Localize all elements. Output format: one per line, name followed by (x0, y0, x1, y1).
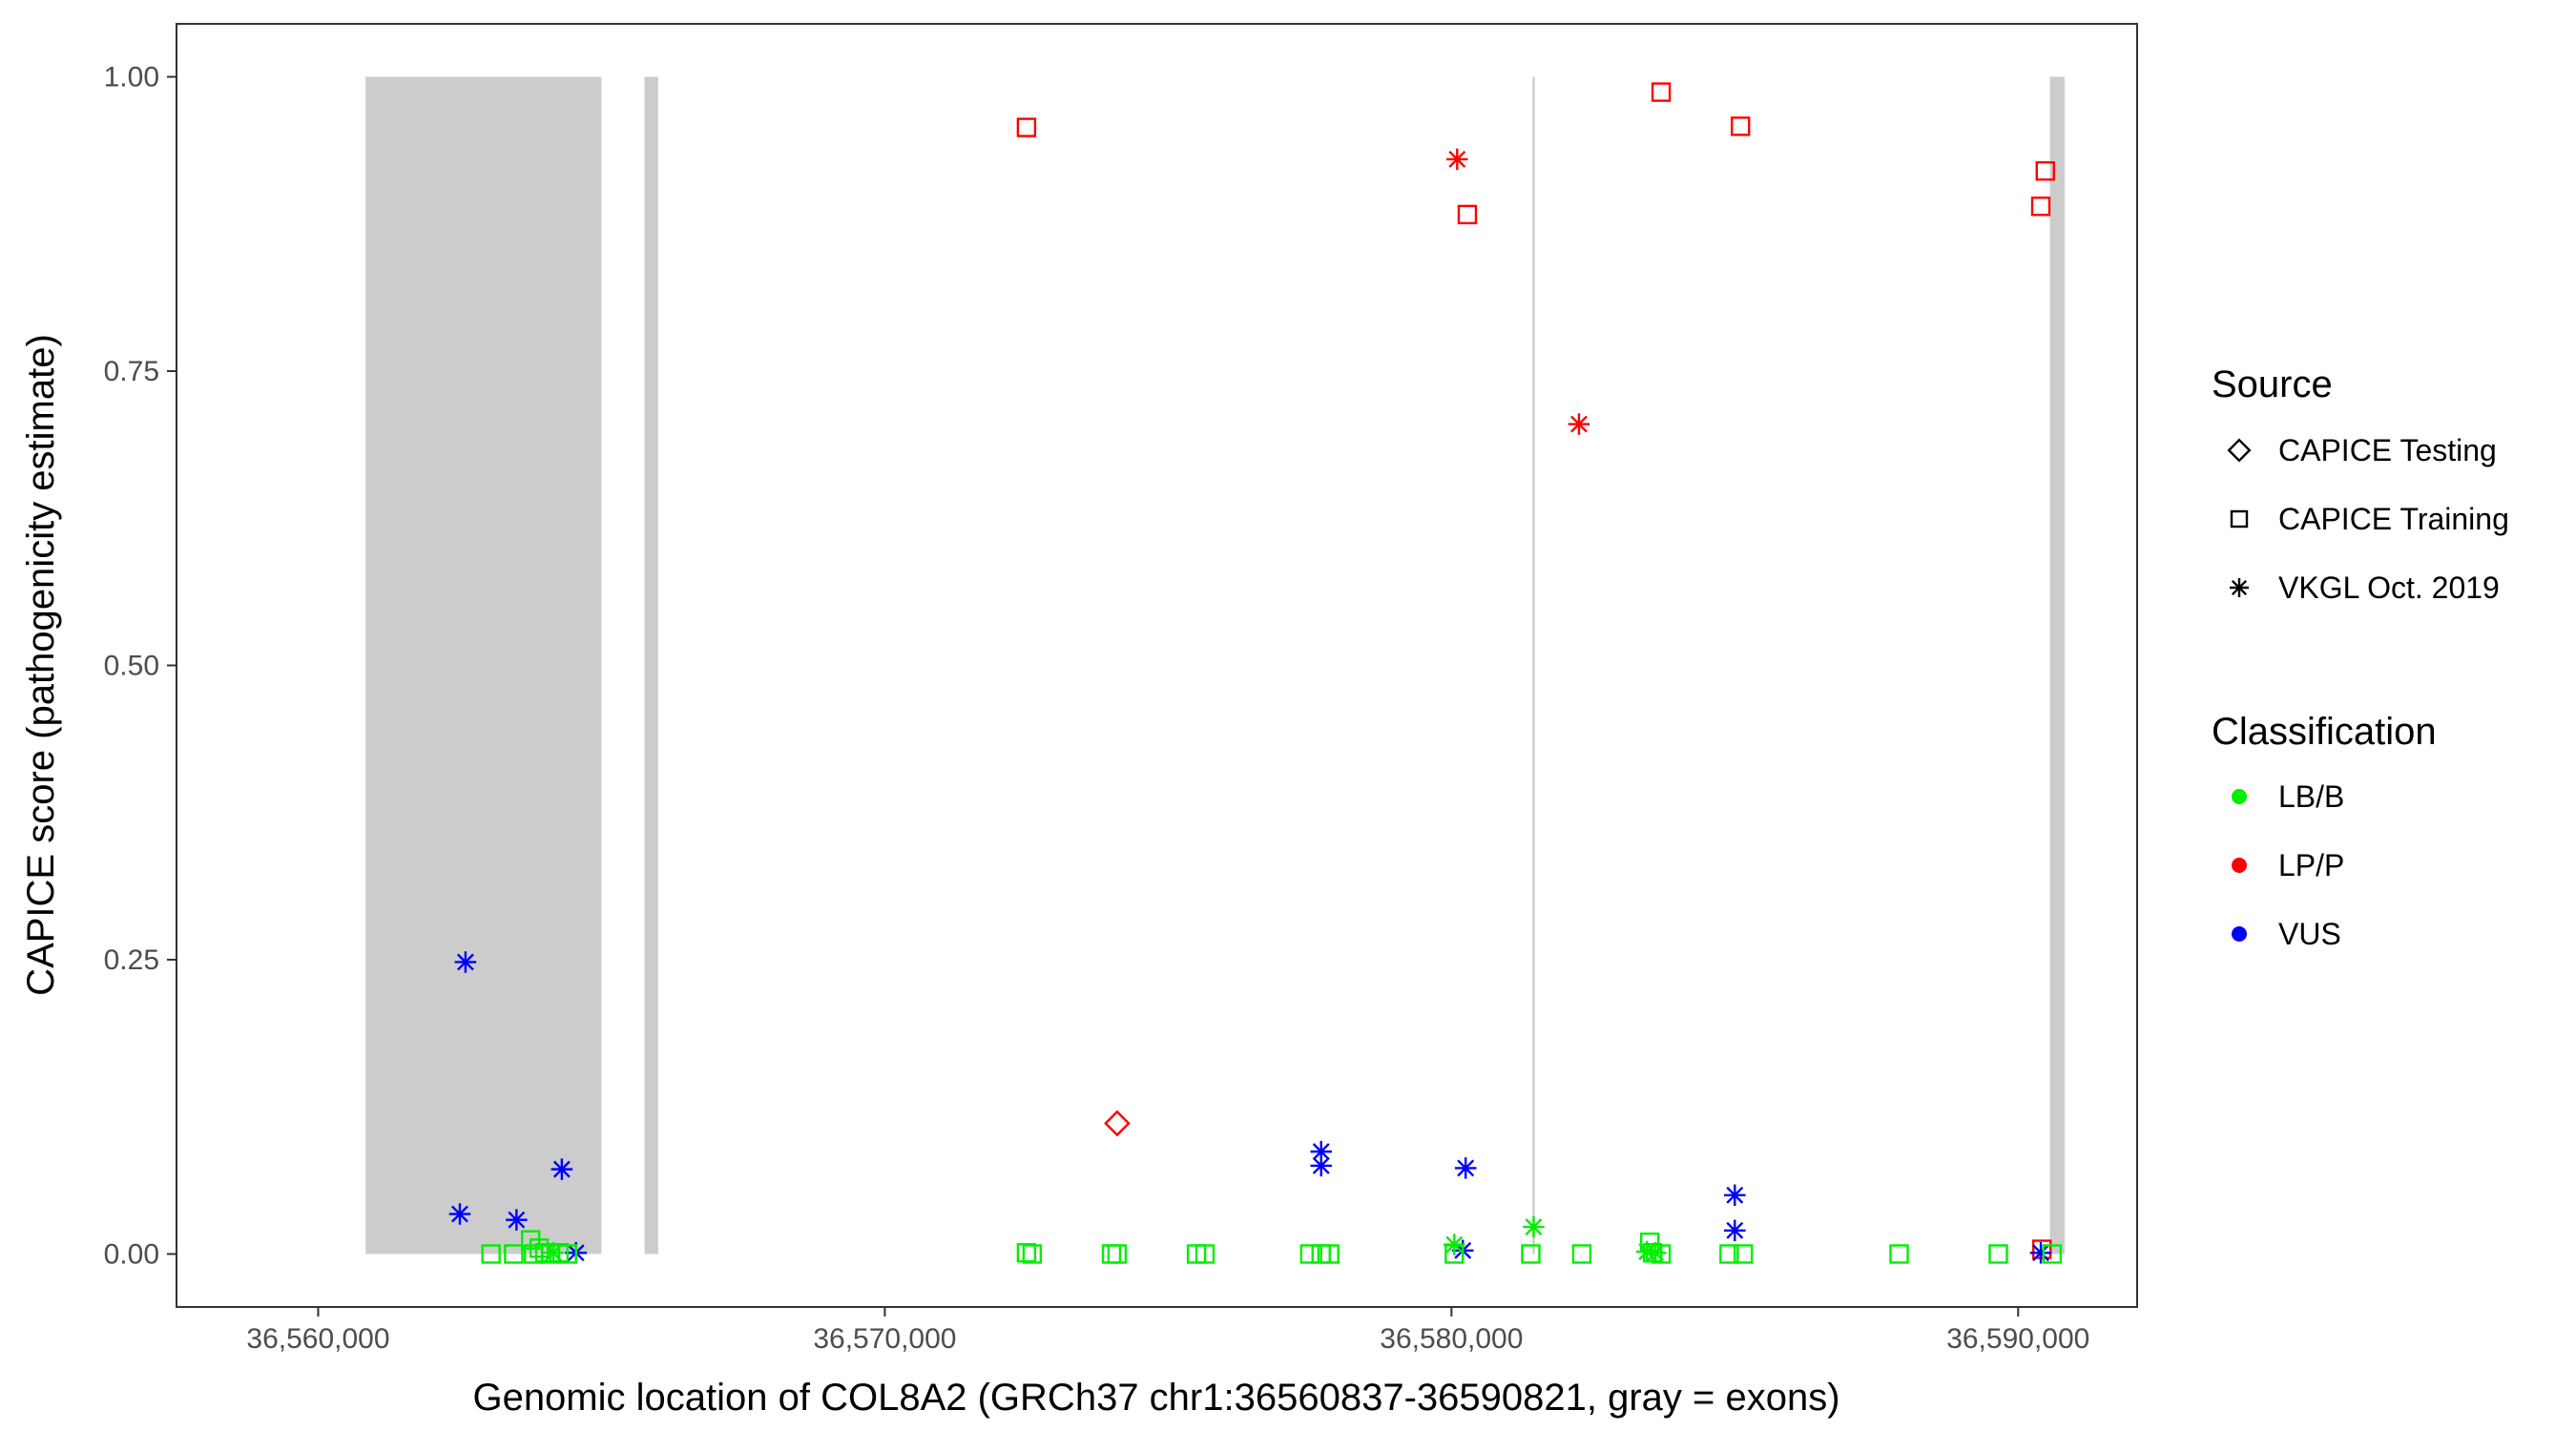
data-point-22 (2029, 1241, 2052, 1264)
data-point-38 (1022, 1244, 1043, 1264)
legend-source-title: Source (2212, 363, 2333, 405)
data-point-33 (534, 1243, 555, 1263)
data-point-49 (1640, 1232, 1660, 1253)
data-point-40 (1107, 1244, 1128, 1264)
y-axis: 0.00 0.25 0.50 0.75 1.00 (104, 62, 177, 1270)
data-point-13 (506, 1209, 528, 1231)
x-tick-label-1: 36,560,000 (246, 1323, 389, 1355)
y-axis-title: CAPICE score (pathogenicity estimate) (20, 334, 62, 996)
data-point-5 (2030, 197, 2051, 217)
data-point-54 (1889, 1244, 1909, 1264)
legend-classification-label-3: VUS (2278, 917, 2341, 951)
legend-source-key-2 (2230, 509, 2249, 529)
legend-classification-key-2 (2232, 858, 2247, 873)
data-point-56 (2042, 1244, 2063, 1264)
data-point-52 (1719, 1244, 1739, 1264)
y-tick-label-5: 1.00 (104, 62, 159, 93)
legend: Source CAPICE Testing CAPICE Training VKGL… (2212, 363, 2509, 951)
data-point-42 (1195, 1244, 1215, 1264)
legend-source-key-1 (2227, 438, 2252, 463)
exon-region-4 (2049, 76, 2066, 1255)
data-point-45 (1319, 1244, 1340, 1264)
legend-classification-label-2: LP/P (2278, 848, 2344, 882)
data-point-9 (1568, 413, 1590, 435)
data-point-10 (1104, 1110, 1131, 1137)
y-tick-label-1: 0.00 (104, 1238, 159, 1270)
x-tick-label-4: 36,590,000 (1946, 1323, 2089, 1355)
data-point-20 (1724, 1184, 1746, 1207)
legend-source-label-2: CAPICE Training (2278, 502, 2509, 536)
data-point-36 (557, 1244, 578, 1264)
data-point-17 (1310, 1154, 1332, 1177)
x-tick-label-3: 36,580,000 (1380, 1323, 1523, 1355)
data-point-2 (1457, 204, 1478, 225)
data-point-47 (1521, 1244, 1541, 1264)
data-point-51 (1651, 1244, 1672, 1264)
data-point-11 (454, 951, 477, 973)
data-point-18 (1454, 1157, 1477, 1179)
data-point-46 (1444, 1244, 1465, 1264)
exon-region-2 (644, 76, 658, 1255)
data-point-16 (1310, 1140, 1332, 1163)
y-tick-label-2: 0.25 (104, 944, 159, 976)
legend-source-label-1: CAPICE Testing (2278, 433, 2497, 467)
data-point-23 (1523, 1215, 1545, 1238)
point-layer (448, 82, 2063, 1264)
data-point-3 (1651, 82, 1672, 102)
x-axis-title: Genomic location of COL8A2 (GRCh37 chr1:… (472, 1377, 1839, 1419)
legend-classification-key-1 (2232, 789, 2247, 804)
plot-panel (176, 23, 2138, 1308)
exon-layer (365, 76, 2066, 1255)
y-tick-label-4: 0.75 (104, 356, 159, 387)
data-point-43 (1299, 1244, 1320, 1264)
legend-source-label-3: VKGL Oct. 2019 (2278, 570, 2500, 605)
exon-region-1 (365, 76, 602, 1255)
data-point-4 (1731, 116, 1751, 136)
x-tick-label-2: 36,570,000 (813, 1323, 956, 1355)
data-point-55 (1988, 1244, 2008, 1264)
data-point-8 (1446, 148, 1468, 171)
data-point-21 (1724, 1219, 1746, 1242)
legend-classification-title: Classification (2212, 711, 2437, 753)
legend-source-key-3 (2230, 578, 2249, 597)
data-point-37 (1016, 1243, 1037, 1263)
exon-region-3 (1532, 76, 1535, 1255)
data-point-32 (529, 1238, 550, 1258)
data-point-28 (481, 1244, 501, 1264)
legend-classification-items: LB/B LP/P VUS (2232, 779, 2344, 951)
x-axis: 36,560,000 36,570,000 36,580,000 36,590,000 (246, 1307, 2089, 1355)
data-point-6 (2035, 161, 2055, 181)
data-point-53 (1734, 1244, 1754, 1264)
legend-source-items: CAPICE Testing CAPICE Training VKGL Oct. 2… (2227, 433, 2509, 605)
data-point-48 (1571, 1244, 1592, 1264)
data-point-1 (1016, 117, 1037, 137)
y-tick-label-3: 0.50 (104, 651, 159, 682)
data-point-29 (504, 1244, 524, 1264)
data-point-14 (551, 1158, 573, 1180)
legend-classification-key-3 (2232, 926, 2247, 942)
data-point-12 (448, 1203, 471, 1225)
legend-classification-label-1: LB/B (2278, 779, 2344, 814)
